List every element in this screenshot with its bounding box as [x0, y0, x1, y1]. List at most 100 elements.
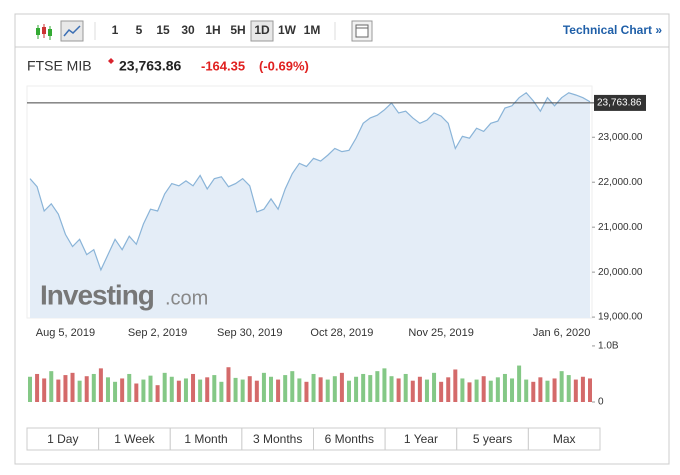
last-price-box [594, 94, 646, 111]
volume-bar [510, 378, 515, 402]
last-price-label: 23,763.86 [597, 98, 642, 109]
price-area [30, 92, 590, 318]
volume-bar [205, 377, 210, 402]
volume-bar [35, 373, 40, 402]
volume-bar [396, 378, 401, 402]
range-button[interactable] [527, 427, 601, 451]
interval-button[interactable]: 1H [205, 23, 220, 37]
volume-bar [375, 371, 380, 402]
volume-bar [339, 372, 344, 402]
interval-button[interactable]: 1M [304, 23, 321, 37]
volume-bar [332, 376, 337, 402]
volume-bar [290, 371, 295, 402]
range-label[interactable]: 5 years [473, 432, 512, 446]
quote-flag [108, 58, 114, 64]
volume-bar [240, 379, 245, 402]
quote-name: FTSE MIB [27, 58, 92, 74]
volume-bar [276, 379, 281, 402]
volume-bar [77, 380, 82, 402]
volume-bar [318, 377, 323, 402]
interval-button[interactable]: 15 [156, 23, 170, 37]
interval-button[interactable]: 5H [230, 23, 245, 37]
volume-bar [453, 369, 458, 402]
volume-bar [70, 372, 75, 402]
volume-bar [531, 381, 536, 402]
range-label[interactable]: 3 Months [253, 432, 302, 446]
x-tick-label: Oct 28, 2019 [310, 327, 373, 339]
selected-interval [250, 20, 274, 42]
volume-bar [191, 373, 196, 402]
volume-bar [127, 373, 132, 402]
volume-bar [141, 379, 146, 402]
y-tick-label: 22,000.00 [598, 177, 643, 188]
quote-price: 23,763.86 [119, 58, 181, 74]
volume-bar [212, 375, 217, 402]
interval-button[interactable]: 30 [181, 23, 195, 37]
volume-bar [538, 377, 543, 402]
volume-tick-label: 1.0B [598, 341, 619, 352]
interval-button[interactable]: 5 [136, 23, 143, 37]
range-label[interactable]: 1 Week [114, 432, 155, 446]
volume-bar [346, 380, 351, 402]
price-line [29, 91, 591, 272]
volume-bar [297, 378, 302, 402]
settings-icon[interactable] [351, 20, 373, 42]
x-tick-label: Sep 2, 2019 [128, 327, 187, 339]
volume-bar [98, 368, 103, 402]
volume-bar [254, 380, 259, 402]
quote-change-pct: (-0.69%) [259, 58, 309, 73]
x-tick-label: Sep 30, 2019 [217, 327, 282, 339]
volume-bar [269, 376, 274, 402]
volume-bar [488, 380, 493, 402]
interval-button[interactable]: 1D [254, 23, 270, 37]
x-tick-label: Nov 25, 2019 [408, 327, 473, 339]
volume-bar [91, 373, 96, 402]
volume-bar [49, 371, 54, 402]
volume-bar [56, 379, 61, 402]
volume-bar [42, 378, 47, 402]
y-tick-label: 21,000.00 [598, 222, 643, 233]
volume-bar [219, 381, 224, 402]
volume-bar [155, 385, 160, 402]
range-label[interactable]: 1 Year [404, 432, 438, 446]
technical-chart-link[interactable]: Technical Chart » [563, 23, 662, 37]
volume-bar [162, 372, 167, 402]
watermark-brand: Investing [40, 279, 154, 310]
volume-bar [354, 376, 359, 402]
range-label[interactable]: 1 Day [47, 432, 78, 446]
interval-button[interactable]: 1 [112, 23, 119, 37]
volume-bar [481, 376, 486, 402]
volume-bar [403, 373, 408, 402]
volume-bar [573, 379, 578, 402]
volume-bar [113, 381, 118, 402]
volume-bar [176, 380, 181, 402]
volume-bar [283, 375, 288, 402]
volume-bar [432, 372, 437, 402]
volume-bar [566, 375, 571, 402]
volume-bar [183, 378, 188, 402]
y-tick-label: 23,000.00 [598, 132, 643, 143]
candle-icon[interactable] [36, 24, 52, 40]
volume-bar [120, 378, 125, 402]
volume-bar [524, 379, 529, 402]
volume-tick-label: 0 [598, 397, 604, 408]
volume-bar [410, 380, 415, 402]
range-label[interactable]: Max [553, 432, 576, 446]
range-label[interactable]: 1 Month [184, 432, 227, 446]
volume-bar [148, 375, 153, 402]
volume-bar [424, 379, 429, 402]
volume-bar [84, 376, 89, 402]
volume-bar [446, 377, 451, 402]
volume-bar [325, 379, 330, 402]
volume-bar [105, 377, 110, 402]
range-label[interactable]: 6 Months [325, 432, 374, 446]
interval-button[interactable]: 1W [278, 23, 297, 37]
volume-bar [439, 381, 444, 402]
line-icon[interactable] [60, 20, 84, 42]
volume-bar [28, 376, 32, 402]
x-tick-label: Aug 5, 2019 [36, 327, 95, 339]
volume-bar [588, 378, 592, 402]
volume-bar [559, 371, 564, 402]
volume-bar [545, 380, 550, 402]
